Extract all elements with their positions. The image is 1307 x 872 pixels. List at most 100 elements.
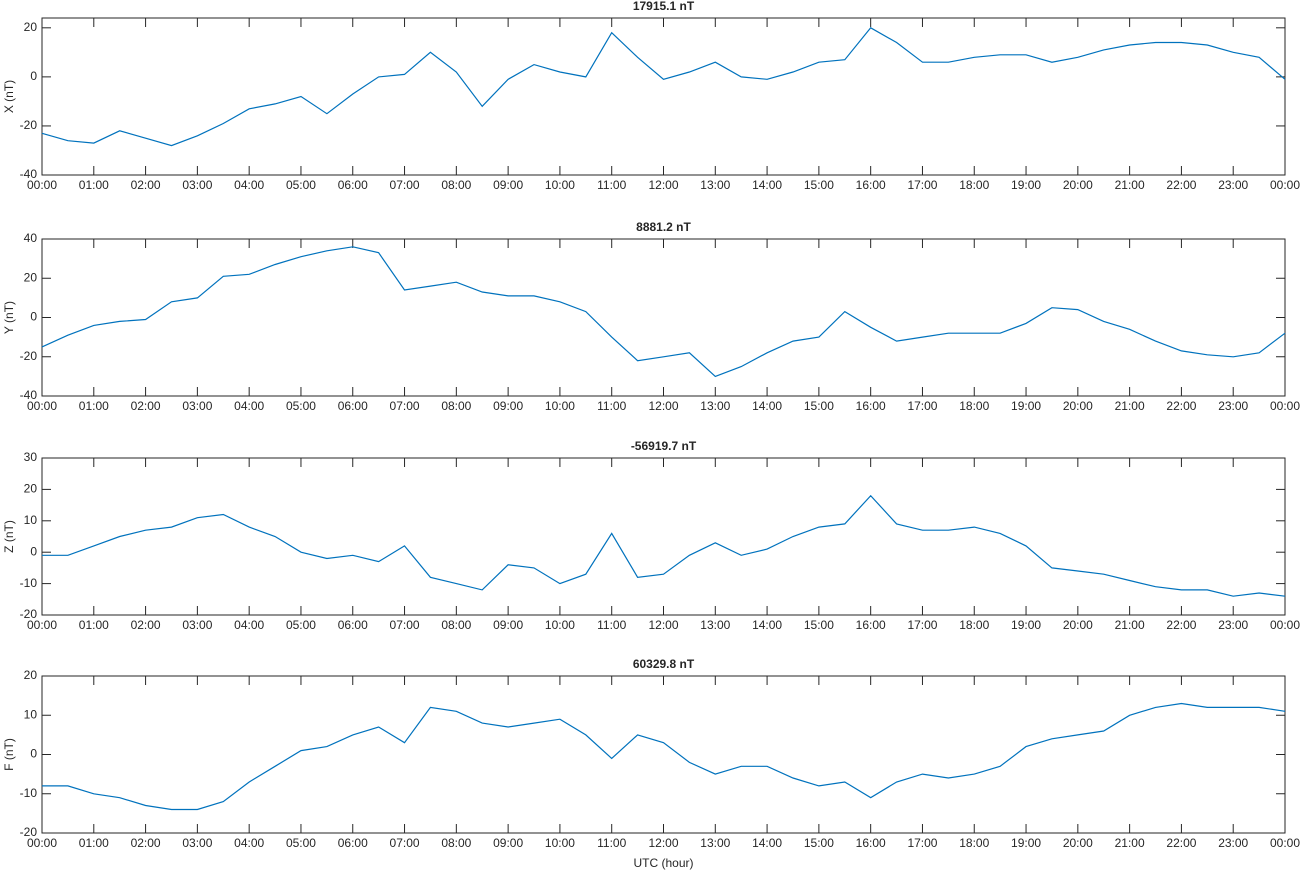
x-tick-label: 16:00 (856, 618, 886, 632)
axes-box (41, 457, 1286, 616)
x-tick-label: 00:00 (27, 836, 57, 850)
x-tick-label: 11:00 (597, 178, 626, 192)
x-tick-label: 11:00 (597, 399, 626, 413)
x-tick-label: 23:00 (1218, 399, 1248, 413)
x-tick-label: 04:00 (234, 618, 264, 632)
axes-box (41, 238, 1286, 397)
y-tick-label: 0 (30, 310, 37, 324)
x-tick-label: 18:00 (959, 399, 989, 413)
y-axis-label: Z (nT) (2, 520, 16, 553)
x-tick-label: 17:00 (907, 618, 937, 632)
x-tick-label: 21:00 (1115, 618, 1145, 632)
y-tick-label: -40 (20, 388, 38, 402)
axes-box (41, 675, 1286, 834)
x-tick-label: 09:00 (493, 836, 523, 850)
x-tick-label: 02:00 (131, 836, 161, 850)
x-tick-label: 02:00 (131, 399, 161, 413)
y-tick-label: 10 (24, 707, 38, 721)
x-tick-label: 13:00 (700, 178, 730, 192)
x-tick-label: 06:00 (338, 836, 368, 850)
x-tick-label: 12:00 (648, 618, 678, 632)
x-tick-label: 06:00 (338, 399, 368, 413)
x-tick-label: 17:00 (907, 836, 937, 850)
x-tick-label: 05:00 (286, 399, 316, 413)
y-tick-label: -20 (20, 349, 38, 363)
x-tick-label: 12:00 (648, 399, 678, 413)
x-tick-label: 09:00 (493, 178, 523, 192)
x-tick-label: 14:00 (752, 836, 782, 850)
x-tick-label: 08:00 (441, 399, 471, 413)
x-tick-label: 08:00 (441, 836, 471, 850)
y-tick-label: -40 (20, 167, 38, 181)
x-tick-label: 12:00 (648, 178, 678, 192)
x-tick-label: 09:00 (493, 618, 523, 632)
subplot-title: 60329.8 nT (633, 657, 695, 671)
x-tick-label: 06:00 (338, 178, 368, 192)
x-tick-label: 18:00 (959, 618, 989, 632)
x-tick-label: 19:00 (1011, 399, 1041, 413)
x-tick-label: 02:00 (131, 178, 161, 192)
x-tick-label: 13:00 (700, 836, 730, 850)
x-tick-label: 00:00 (1270, 178, 1300, 192)
x-tick-label: 13:00 (700, 399, 730, 413)
x-tick-label: 14:00 (752, 399, 782, 413)
x-tick-label: 22:00 (1166, 836, 1196, 850)
x-tick-label: 18:00 (959, 836, 989, 850)
x-tick-label: 10:00 (545, 836, 575, 850)
y-tick-label: 20 (24, 270, 38, 284)
y-tick-label: 0 (30, 544, 37, 558)
x-tick-label: 17:00 (907, 178, 937, 192)
x-tick-label: 15:00 (804, 399, 834, 413)
x-tick-label: 21:00 (1115, 836, 1145, 850)
x-tick-label: 23:00 (1218, 178, 1248, 192)
x-tick-label: 05:00 (286, 618, 316, 632)
x-tick-label: 05:00 (286, 836, 316, 850)
data-line (42, 702, 1286, 811)
x-tick-label: 14:00 (752, 178, 782, 192)
y-tick-label: 0 (30, 747, 37, 761)
y-tick-label: 20 (24, 668, 38, 682)
x-tick-label: 19:00 (1011, 618, 1041, 632)
y-tick-label: -10 (20, 786, 38, 800)
x-tick-label: 01:00 (79, 178, 109, 192)
x-tick-label: 00:00 (1270, 399, 1300, 413)
x-tick-label: 23:00 (1218, 618, 1248, 632)
y-tick-label: 20 (24, 482, 38, 496)
y-tick-label: 30 (24, 450, 38, 464)
x-tick-label: 07:00 (390, 618, 420, 632)
x-tick-label: 10:00 (545, 178, 575, 192)
x-tick-label: 07:00 (390, 399, 420, 413)
x-tick-label: 11:00 (597, 618, 626, 632)
x-tick-label: 00:00 (1270, 836, 1300, 850)
x-tick-label: 11:00 (597, 836, 626, 850)
x-tick-label: 15:00 (804, 618, 834, 632)
x-axis-label: UTC (hour) (633, 856, 693, 870)
y-tick-label: -20 (20, 607, 38, 621)
x-tick-label: 06:00 (338, 618, 368, 632)
y-axis-label: Y (nT) (2, 301, 16, 334)
x-tick-label: 21:00 (1115, 178, 1145, 192)
x-tick-label: 15:00 (804, 836, 834, 850)
x-tick-label: 20:00 (1063, 178, 1093, 192)
x-tick-label: 14:00 (752, 618, 782, 632)
x-tick-label: 09:00 (493, 399, 523, 413)
x-tick-label: 03:00 (182, 618, 212, 632)
x-tick-label: 01:00 (79, 618, 109, 632)
y-tick-label: -20 (20, 825, 38, 839)
x-tick-label: 21:00 (1115, 399, 1145, 413)
x-tick-label: 08:00 (441, 178, 471, 192)
data-line (41, 27, 1286, 147)
y-tick-label: 10 (24, 513, 38, 527)
x-tick-label: 08:00 (441, 618, 471, 632)
x-tick-label: 22:00 (1166, 399, 1196, 413)
x-tick-label: 19:00 (1011, 836, 1041, 850)
x-tick-label: 04:00 (234, 836, 264, 850)
x-tick-label: 03:00 (182, 836, 212, 850)
x-tick-label: 20:00 (1063, 618, 1093, 632)
x-tick-label: 07:00 (390, 178, 420, 192)
x-tick-label: 16:00 (856, 836, 886, 850)
y-tick-label: -20 (20, 118, 38, 132)
data-line (41, 246, 1286, 378)
y-tick-label: -10 (20, 576, 38, 590)
x-tick-label: 20:00 (1063, 399, 1093, 413)
